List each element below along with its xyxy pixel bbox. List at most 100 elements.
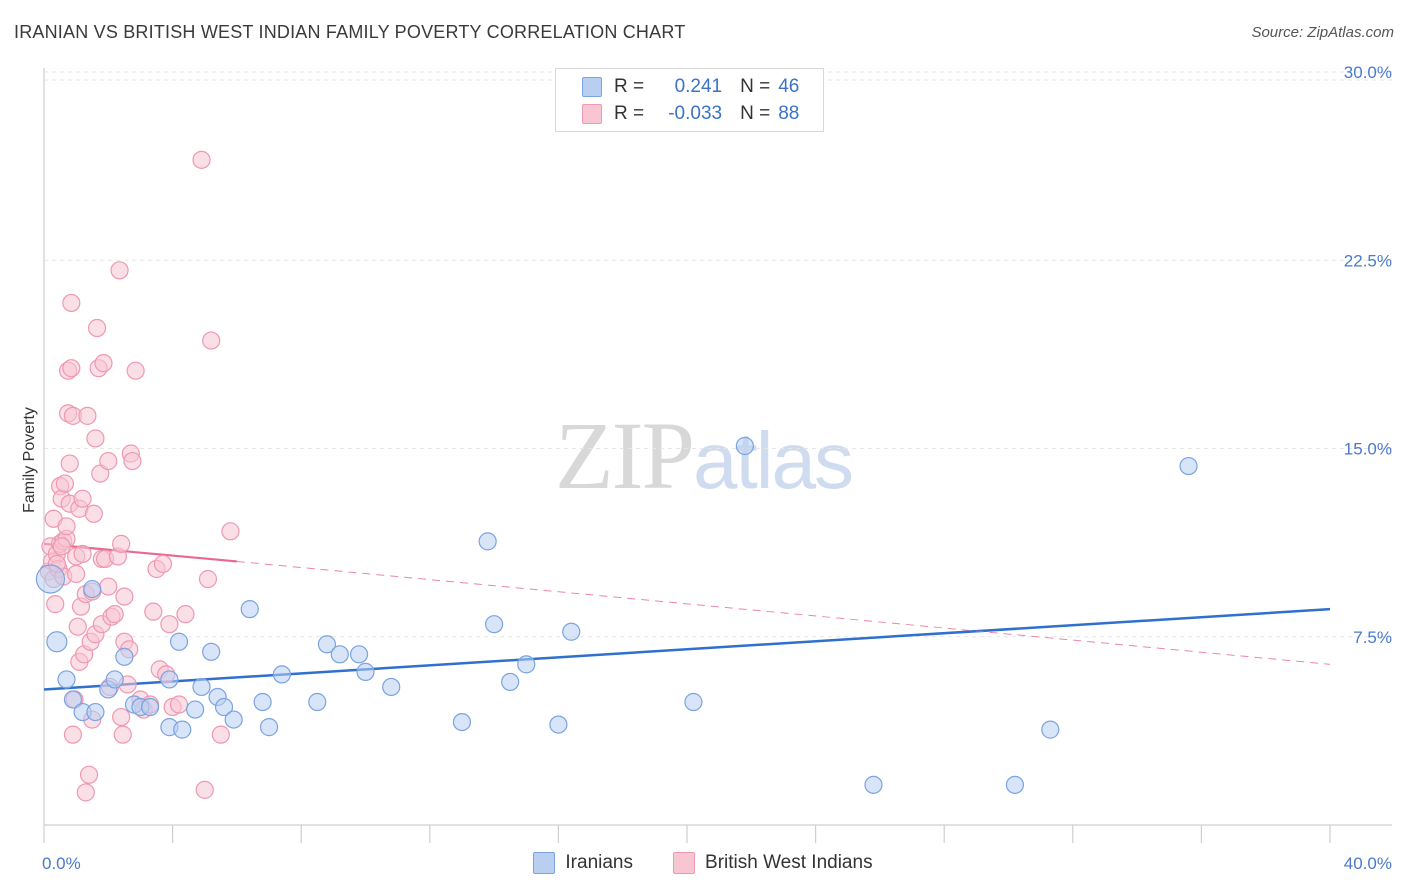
point-bwi [63, 725, 83, 744]
point-bwi [99, 577, 118, 596]
point-iranians [349, 645, 369, 664]
point-bwi [62, 293, 81, 313]
point-bwi [99, 451, 118, 471]
point-bwi [86, 429, 105, 448]
x-tick-label: 40.0% [1344, 854, 1392, 873]
point-bwi [105, 605, 124, 624]
point-bwi [195, 780, 214, 799]
point-iranians [478, 532, 497, 551]
point-iranians [186, 700, 205, 719]
trend-line-bwi-extension [236, 560, 1331, 665]
data-points [35, 150, 1198, 802]
point-bwi [112, 534, 131, 553]
point-iranians [240, 600, 259, 619]
point-iranians [317, 635, 337, 654]
legend-n-label: N = [740, 76, 771, 97]
legend-r-label: R = [614, 76, 645, 97]
point-iranians [259, 718, 279, 737]
point-bwi [160, 615, 179, 634]
legend-n-value-bwi: 88 [778, 103, 800, 124]
point-bwi [67, 564, 86, 584]
legend-r-label: R = [614, 103, 645, 124]
point-iranians [224, 710, 243, 729]
point-bwi [78, 406, 97, 425]
point-iranians [1041, 720, 1060, 739]
point-iranians [140, 697, 160, 717]
bottom-legend-label-iranians: Iranians [565, 852, 634, 873]
x-tick-label: 0.0% [42, 854, 81, 873]
point-bwi [68, 617, 87, 636]
point-iranians [57, 670, 76, 689]
gridlines [44, 71, 1392, 638]
bottom-legend-label-bwi: British West Indians [705, 852, 873, 873]
y-tick-label: 15.0% [1344, 440, 1392, 459]
legend-swatch-iranians [582, 77, 602, 97]
point-iranians [549, 715, 568, 734]
point-bwi [52, 537, 71, 556]
legend-r-value-bwi: -0.033 [668, 103, 723, 124]
point-iranians [63, 690, 83, 709]
point-bwi [202, 331, 221, 350]
legend-n-label: N = [740, 103, 771, 124]
point-iranians [452, 712, 472, 732]
point-bwi [169, 695, 189, 714]
point-iranians [684, 692, 703, 712]
point-iranians [214, 697, 234, 717]
point-bwi [55, 474, 74, 493]
legend-row-bwi: R = -0.033 N = 88 [582, 102, 799, 126]
point-bwi [46, 595, 65, 614]
point-iranians [169, 632, 189, 651]
bottom-legend: Iranians British West Indians [0, 852, 1406, 874]
point-bwi [62, 359, 81, 378]
point-iranians [562, 622, 581, 641]
point-bwi [94, 354, 113, 373]
tick-labels: 7.5% 15.0% 22.5% 30.0% 0.0% 40.0% [42, 63, 1392, 873]
point-iranians [86, 702, 105, 722]
point-iranians [308, 692, 327, 712]
point-iranians [356, 662, 375, 681]
point-bwi [57, 517, 76, 536]
trend-lines [43, 542, 1331, 691]
point-iranians [382, 677, 401, 697]
y-axis-label: Family Poverty [21, 407, 38, 513]
y-tick-label: 22.5% [1344, 251, 1392, 270]
axes [43, 68, 1392, 843]
point-iranians [517, 655, 536, 674]
point-bwi [79, 765, 99, 784]
chart-title: IRANIAN VS BRITISH WEST INDIAN FAMILY PO… [14, 22, 686, 42]
point-iranians [1179, 456, 1198, 476]
point-bwi [73, 489, 92, 508]
legend-r-value-iranians: 0.241 [674, 76, 723, 97]
point-iranians [192, 677, 211, 697]
bottom-legend-swatch-iranians [533, 852, 556, 874]
y-tick-label: 7.5% [1353, 628, 1392, 647]
point-bwi [84, 504, 103, 523]
point-bwi [176, 605, 195, 624]
point-iranians [1005, 775, 1025, 794]
bottom-legend-iranians: Iranians [533, 852, 633, 874]
point-bwi [198, 569, 218, 589]
trend-line-bwi [43, 542, 237, 563]
point-bwi [221, 522, 240, 541]
point-iranians [485, 615, 504, 634]
point-bwi [110, 261, 129, 280]
point-iranians [160, 670, 179, 689]
point-bwi [76, 783, 95, 802]
source-label: Source: ZipAtlas.com [1251, 24, 1394, 41]
point-bwi [60, 454, 79, 473]
point-iranians [272, 665, 292, 684]
point-iranians [46, 631, 68, 653]
point-iranians [83, 579, 102, 599]
legend-n-value-iranians: 46 [778, 76, 800, 97]
trend-line-iranians [43, 607, 1331, 691]
point-bwi [123, 451, 142, 471]
point-bwi [192, 150, 211, 169]
point-iranians [115, 647, 134, 666]
point-bwi [126, 361, 145, 380]
point-bwi [112, 707, 131, 727]
point-iranians [330, 645, 349, 664]
point-bwi [73, 544, 92, 564]
point-iranians [501, 672, 520, 692]
point-bwi [144, 602, 163, 621]
